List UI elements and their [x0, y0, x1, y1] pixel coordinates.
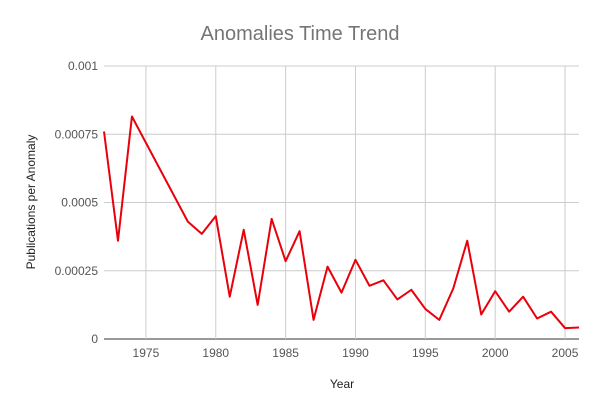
data-point — [117, 240, 119, 242]
data-point — [229, 296, 231, 298]
data-point — [341, 292, 343, 294]
series-layer — [103, 115, 580, 330]
data-point — [480, 313, 482, 315]
data-point — [215, 215, 217, 217]
gridlines — [104, 65, 579, 340]
series-line — [103, 115, 580, 330]
data-point — [438, 319, 440, 321]
x-axis-label: Year — [330, 377, 354, 391]
y-tick-label: 0.0005 — [61, 196, 98, 210]
y-tick-label: 0.00075 — [55, 127, 99, 141]
data-point — [271, 218, 273, 220]
x-axis-ticks: 1975 1980 1985 1990 1995 2000 2005 — [133, 346, 579, 360]
x-tick-label: 1975 — [133, 346, 160, 360]
x-tick-label: 2005 — [552, 346, 579, 360]
data-point — [131, 116, 133, 118]
data-point — [243, 229, 245, 231]
data-point — [466, 240, 468, 242]
data-point — [494, 290, 496, 292]
data-point — [354, 259, 356, 261]
x-tick-label: 2000 — [482, 346, 509, 360]
data-point — [187, 221, 189, 223]
data-point — [410, 289, 412, 291]
y-tick-label: 0 — [91, 332, 98, 346]
data-point — [285, 260, 287, 262]
data-point — [299, 230, 301, 232]
data-point — [368, 285, 370, 287]
data-point — [522, 296, 524, 298]
y-tick-label: 0.00025 — [55, 264, 99, 278]
data-point — [550, 311, 552, 313]
data-point — [578, 327, 580, 329]
y-axis-ticks: 0 0.00025 0.0005 0.00075 0.001 — [55, 59, 99, 346]
data-point — [103, 131, 105, 133]
data-point — [424, 308, 426, 310]
y-tick-label: 0.001 — [68, 59, 98, 73]
data-point — [452, 287, 454, 289]
x-tick-label: 1995 — [412, 346, 439, 360]
y-axis-label: Publications per Anomaly — [24, 135, 38, 270]
x-tick-label: 1990 — [342, 346, 369, 360]
data-point — [396, 298, 398, 300]
x-tick-label: 1980 — [202, 346, 229, 360]
data-point — [257, 304, 259, 306]
data-point — [564, 327, 566, 329]
chart-title: Anomalies Time Trend — [201, 23, 400, 45]
data-point — [327, 266, 329, 268]
data-point — [201, 233, 203, 235]
data-point — [536, 318, 538, 320]
data-point — [382, 279, 384, 281]
data-point — [508, 311, 510, 313]
data-point — [313, 319, 315, 321]
x-tick-label: 1985 — [272, 346, 299, 360]
